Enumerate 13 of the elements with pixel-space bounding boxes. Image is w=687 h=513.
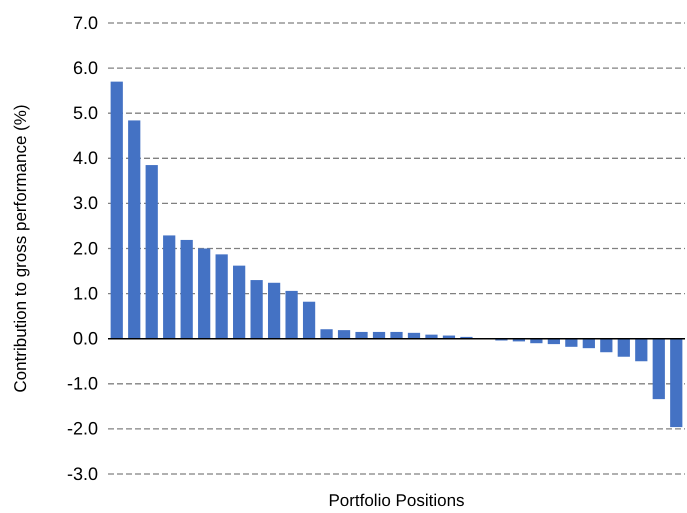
y-tick-label: -3.0: [66, 464, 98, 484]
y-tick-label: 0.0: [72, 328, 98, 348]
y-axis-title: Contribution to gross performance (%): [11, 104, 30, 393]
y-tick-label: 7.0: [72, 12, 98, 33]
y-tick-label: 3.0: [72, 193, 98, 214]
y-tick-label: 6.0: [72, 58, 98, 78]
y-tick-label: -1.0: [66, 374, 98, 394]
y-tick-label: 2.0: [72, 238, 98, 258]
y-tick-label: 5.0: [72, 102, 98, 123]
x-axis-title: Portfolio Positions: [328, 491, 465, 510]
y-tick-label: 4.0: [72, 148, 98, 168]
y-tick-label: -2.0: [66, 418, 98, 439]
y-tick-label: 1.0: [72, 283, 98, 304]
